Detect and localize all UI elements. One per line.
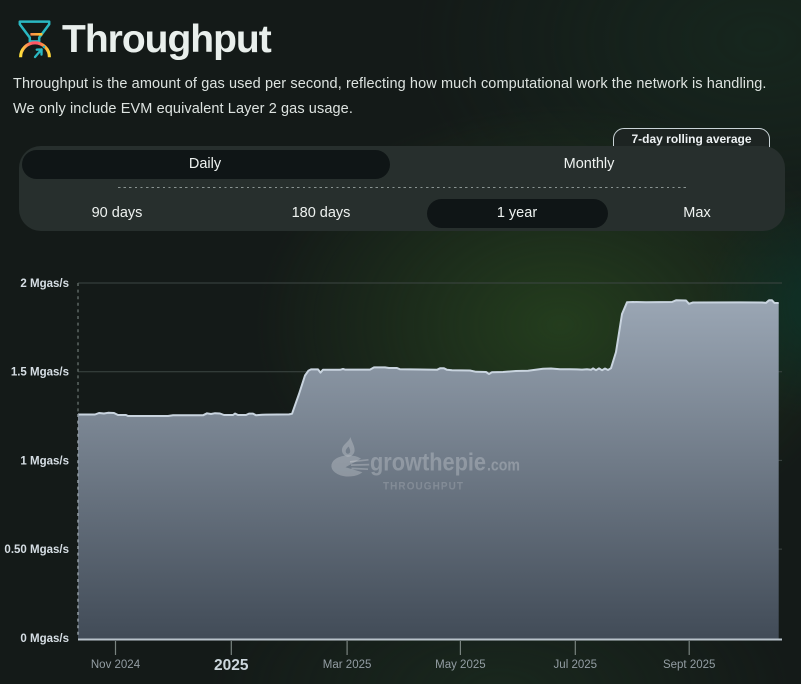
svg-text:0 Mgas/s: 0 Mgas/s — [20, 633, 69, 645]
svg-text:1 Mgas/s: 1 Mgas/s — [20, 455, 69, 467]
svg-text:May 2025: May 2025 — [435, 659, 486, 671]
svg-text:THROUGHPUT: THROUGHPUT — [383, 480, 464, 492]
svg-text:2 Mgas/s: 2 Mgas/s — [20, 278, 69, 290]
svg-text:Sept 2025: Sept 2025 — [663, 659, 715, 671]
svg-text:1.5 Mgas/s: 1.5 Mgas/s — [11, 367, 69, 379]
svg-text:Nov 2024: Nov 2024 — [91, 659, 141, 671]
svg-text:Jul 2025: Jul 2025 — [554, 659, 597, 671]
svg-text:0.50 Mgas/s: 0.50 Mgas/s — [4, 544, 69, 556]
svg-text:Mar 2025: Mar 2025 — [323, 659, 372, 671]
svg-text:2025: 2025 — [214, 657, 249, 674]
svg-text:growthepie: growthepie — [370, 449, 486, 477]
svg-text:.com: .com — [487, 456, 520, 475]
